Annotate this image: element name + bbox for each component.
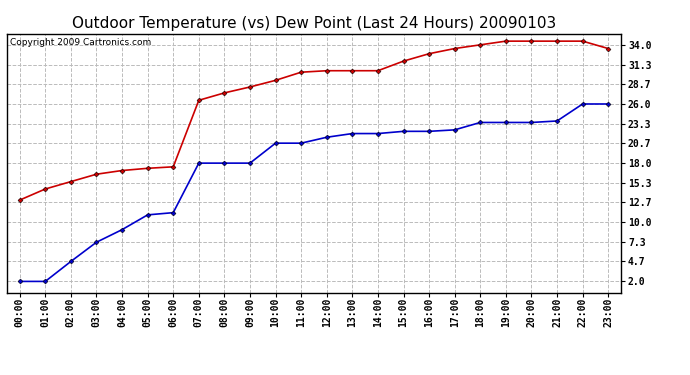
- Title: Outdoor Temperature (vs) Dew Point (Last 24 Hours) 20090103: Outdoor Temperature (vs) Dew Point (Last…: [72, 16, 556, 31]
- Text: Copyright 2009 Cartronics.com: Copyright 2009 Cartronics.com: [10, 38, 151, 46]
